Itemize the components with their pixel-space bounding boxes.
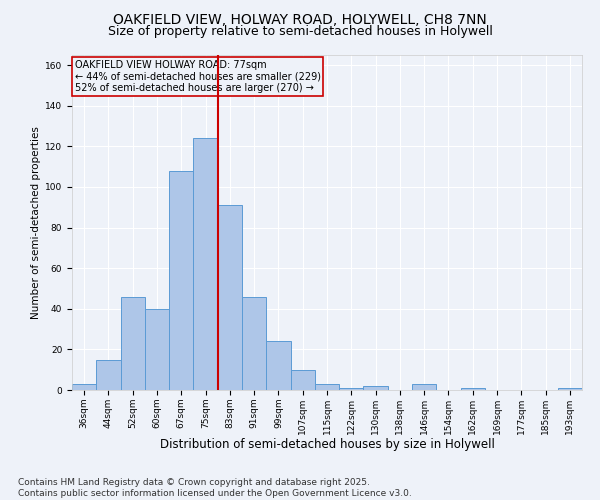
Bar xyxy=(412,384,436,390)
Bar xyxy=(558,388,582,390)
Y-axis label: Number of semi-detached properties: Number of semi-detached properties xyxy=(31,126,41,319)
Text: OAKFIELD VIEW HOLWAY ROAD: 77sqm
← 44% of semi-detached houses are smaller (229): OAKFIELD VIEW HOLWAY ROAD: 77sqm ← 44% o… xyxy=(74,60,320,93)
Text: Contains HM Land Registry data © Crown copyright and database right 2025.
Contai: Contains HM Land Registry data © Crown c… xyxy=(18,478,412,498)
Bar xyxy=(461,388,485,390)
Bar xyxy=(339,388,364,390)
Bar xyxy=(266,342,290,390)
Bar xyxy=(364,386,388,390)
Bar xyxy=(169,170,193,390)
Bar xyxy=(145,309,169,390)
Bar xyxy=(121,296,145,390)
Bar xyxy=(193,138,218,390)
Text: OAKFIELD VIEW, HOLWAY ROAD, HOLYWELL, CH8 7NN: OAKFIELD VIEW, HOLWAY ROAD, HOLYWELL, CH… xyxy=(113,12,487,26)
Bar xyxy=(72,384,96,390)
Bar xyxy=(315,384,339,390)
Bar xyxy=(218,205,242,390)
Bar xyxy=(290,370,315,390)
Text: Size of property relative to semi-detached houses in Holywell: Size of property relative to semi-detach… xyxy=(107,25,493,38)
Bar xyxy=(96,360,121,390)
Bar xyxy=(242,296,266,390)
X-axis label: Distribution of semi-detached houses by size in Holywell: Distribution of semi-detached houses by … xyxy=(160,438,494,451)
